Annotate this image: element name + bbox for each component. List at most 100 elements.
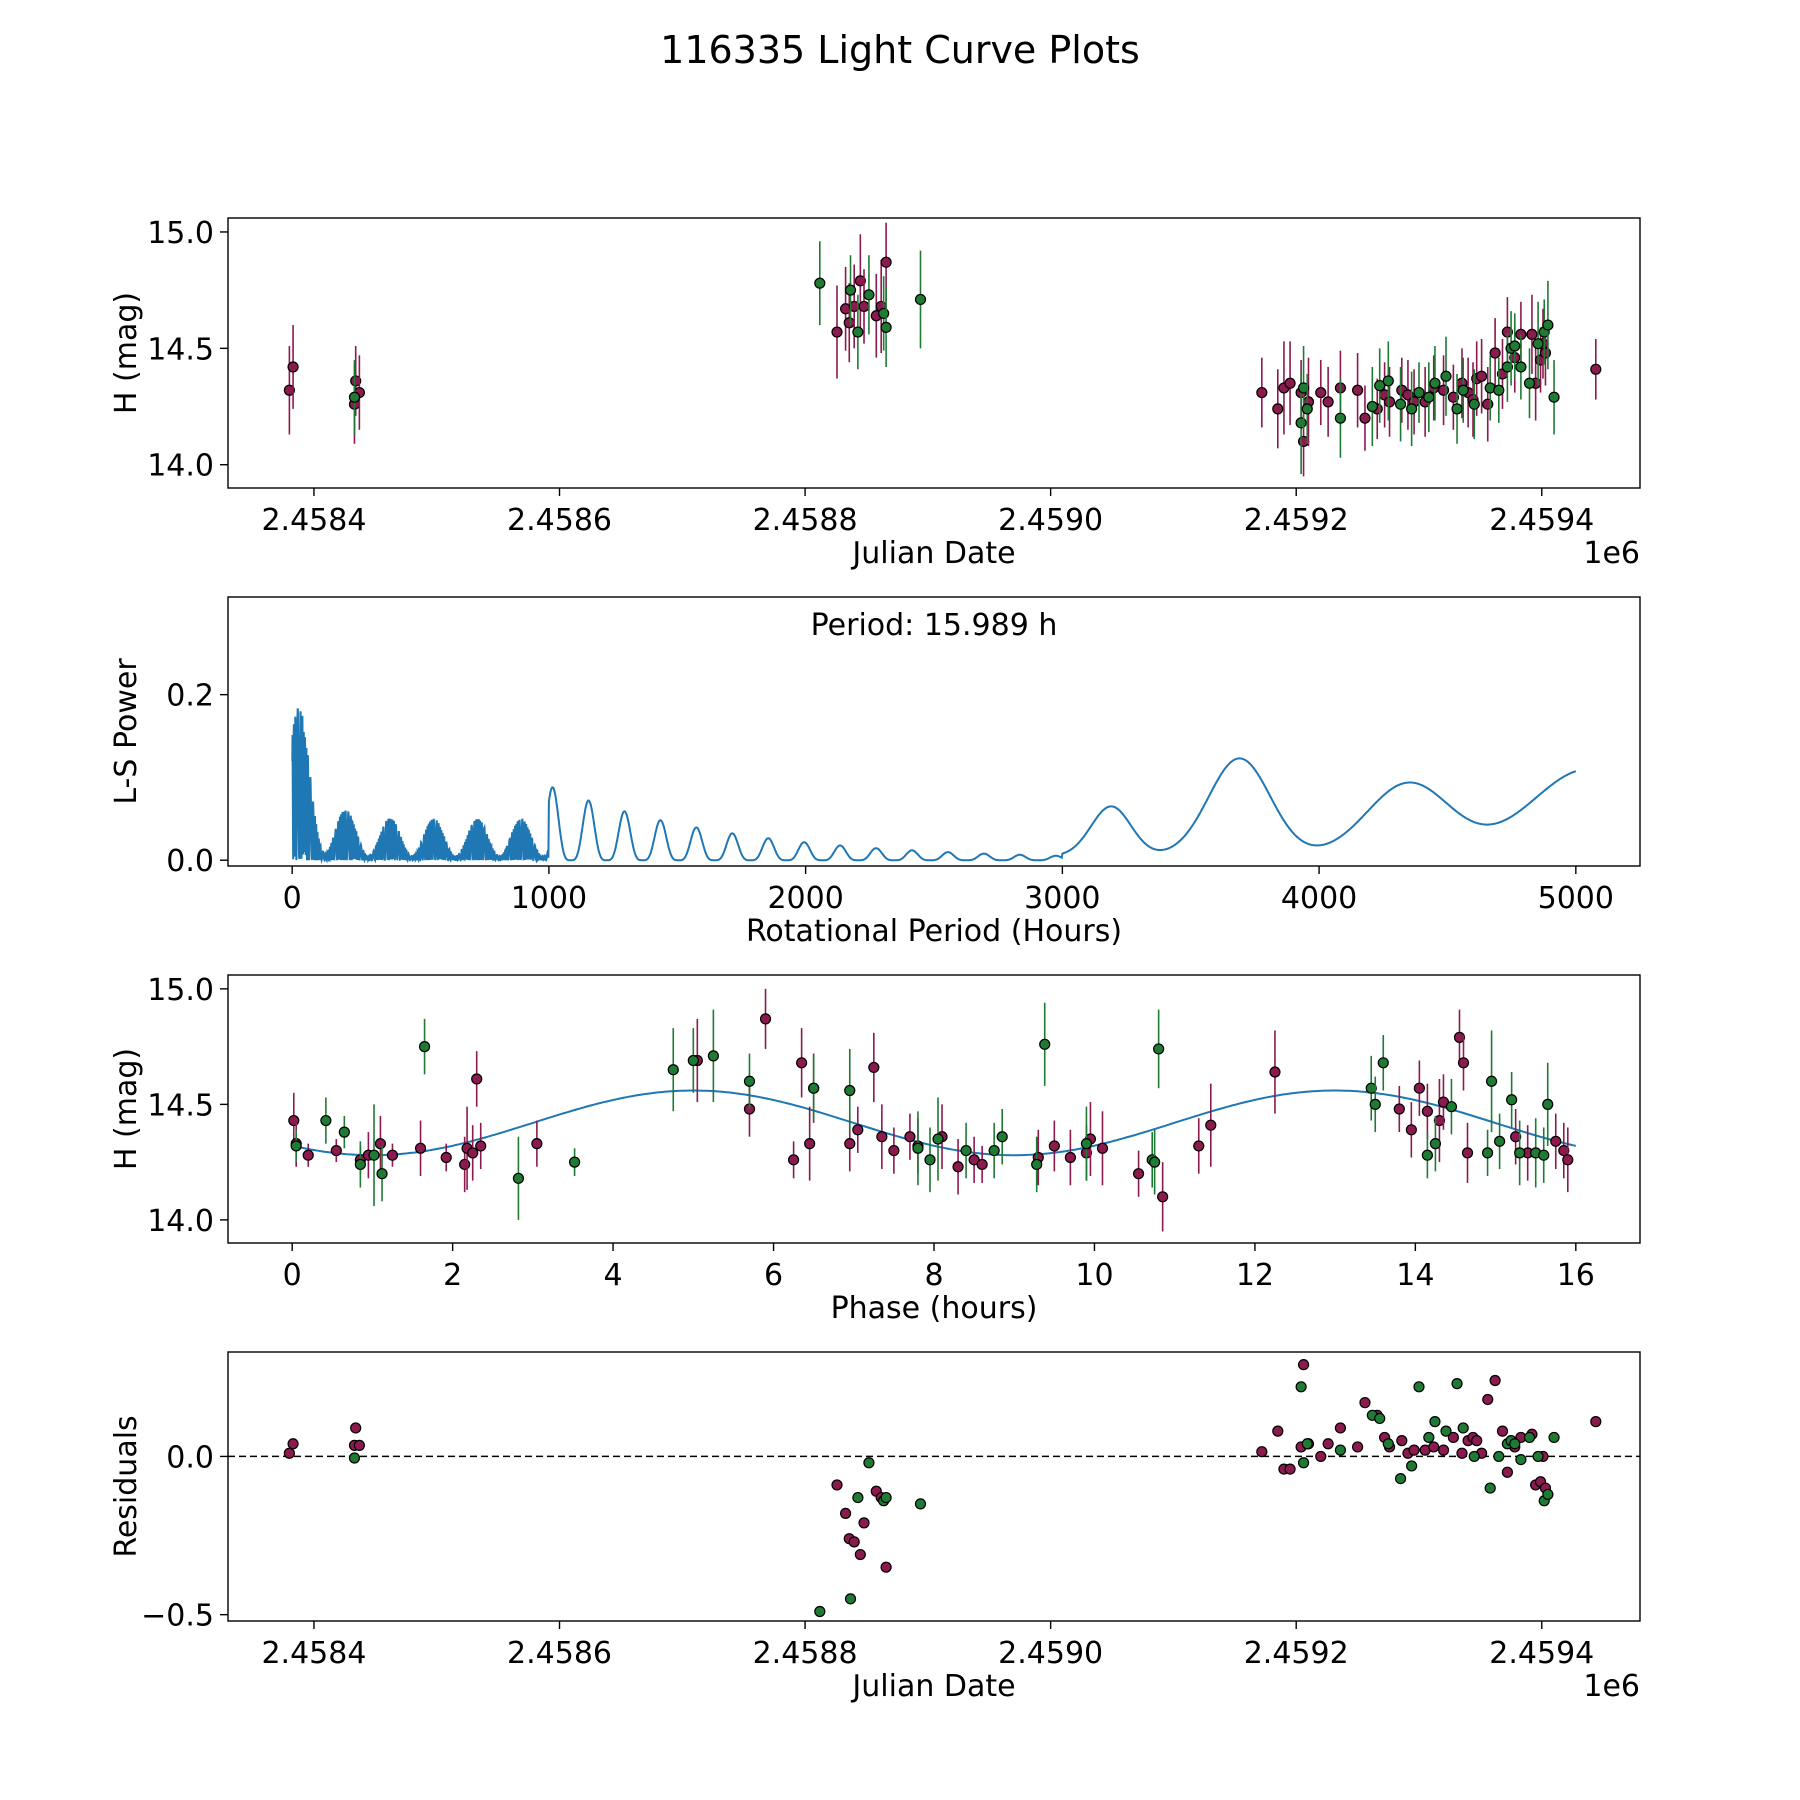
data-point [1149, 1156, 1161, 1168]
data-point [1284, 1463, 1296, 1475]
data-point [707, 1050, 719, 1062]
data-point [1489, 347, 1501, 359]
data-point [1394, 398, 1407, 410]
x-tick-label: 4000 [1281, 881, 1357, 916]
data-point [976, 1158, 988, 1171]
data-point [1461, 1147, 1474, 1159]
series-pink [288, 988, 1574, 1232]
x-tick-label: 0 [283, 881, 302, 916]
series-pink [283, 222, 1602, 477]
data-point [1080, 1138, 1093, 1150]
x-tick-label: 2 [443, 1258, 462, 1293]
data-point [1428, 1441, 1440, 1453]
data-point [814, 277, 826, 289]
data-point [1493, 384, 1505, 396]
panel-ls [220, 596, 1641, 874]
data-point [350, 375, 362, 387]
data-point [459, 1158, 471, 1171]
y-tick-label: −0.5 [141, 1599, 214, 1634]
y-tick-label: 15.0 [147, 973, 214, 1008]
data-point [1484, 1482, 1496, 1494]
data-point [1509, 340, 1521, 352]
data-point [858, 1517, 870, 1529]
data-point [1153, 1043, 1165, 1055]
panel-lc [220, 217, 1641, 496]
data-point [290, 1140, 302, 1152]
data-point [1132, 1168, 1145, 1180]
data-point [1509, 1438, 1521, 1450]
data-point [1562, 1154, 1574, 1166]
data-point [1429, 377, 1441, 389]
data-point [1440, 370, 1452, 382]
data-point [1297, 382, 1310, 394]
data-point [288, 1114, 300, 1127]
data-point [1315, 386, 1327, 399]
data-point [858, 300, 870, 313]
data-point [1359, 1397, 1371, 1409]
data-point [844, 284, 857, 296]
data-point [1272, 1425, 1284, 1437]
y-tick-label: 14.0 [147, 449, 214, 484]
data-point [1532, 1450, 1544, 1463]
data-point [1256, 1446, 1268, 1458]
data-point [1406, 1460, 1418, 1472]
data-point [1558, 1144, 1570, 1157]
data-point [354, 1158, 366, 1171]
data-point [1031, 1158, 1043, 1171]
data-point [1457, 1422, 1469, 1434]
data-point [1193, 1140, 1205, 1152]
data-point [1447, 1431, 1459, 1444]
data-point [880, 1491, 892, 1504]
data-point [1514, 1147, 1526, 1159]
data-point [1451, 403, 1463, 415]
data-point [1590, 1416, 1602, 1428]
data-point [1315, 1450, 1327, 1463]
x-tick-label: 2.4594 [1489, 503, 1594, 538]
data-point [844, 1593, 857, 1605]
data-point [1334, 1444, 1347, 1456]
data-point [287, 1438, 299, 1450]
model-curve [291, 1089, 1577, 1157]
data-point [888, 1144, 900, 1157]
data-point [1440, 1425, 1452, 1437]
y-tick-label: 0.0 [166, 844, 214, 879]
data-point [1272, 403, 1284, 415]
data-point [1359, 412, 1371, 424]
data-point [667, 1064, 679, 1076]
data-point [914, 1498, 927, 1510]
data-point [1471, 1435, 1483, 1447]
figure-title: 116335 Light Curve Plots [660, 28, 1140, 72]
data-point [1453, 1031, 1466, 1043]
data-point [1295, 417, 1307, 429]
x-tick-label: 14 [1396, 1258, 1434, 1293]
data-point [330, 1144, 342, 1157]
x-tick-label: 2.4584 [261, 1636, 366, 1671]
data-point [924, 1154, 936, 1166]
x-tick-label: 2.4592 [1244, 1636, 1349, 1671]
periodogram-line [291, 708, 1577, 865]
data-point [1413, 1381, 1425, 1393]
data-point [743, 1075, 756, 1087]
data-point [1501, 1466, 1513, 1478]
data-point [414, 1142, 427, 1154]
y-tick-label: 14.0 [147, 1204, 214, 1239]
y-axis-label: Residuals [109, 1415, 144, 1557]
data-point [376, 1168, 388, 1180]
axes-frame [227, 974, 1641, 1244]
data-point [1405, 1124, 1417, 1136]
data-point [1501, 361, 1513, 373]
x-tick-label: 2.4584 [261, 503, 366, 538]
data-point [1485, 1075, 1498, 1087]
data-point [1496, 1425, 1509, 1437]
x-tick-label: 2.4588 [753, 503, 858, 538]
data-point [1421, 1105, 1433, 1117]
x-tick-label: 2.4592 [1244, 503, 1349, 538]
data-point [808, 1082, 820, 1094]
data-point [1334, 412, 1347, 424]
series-green [348, 241, 1560, 475]
data-point [1451, 1378, 1463, 1390]
data-point [854, 1548, 866, 1561]
data-point [1489, 1374, 1501, 1387]
y-tick-label: 0.0 [166, 1440, 214, 1475]
data-point [844, 1138, 856, 1150]
